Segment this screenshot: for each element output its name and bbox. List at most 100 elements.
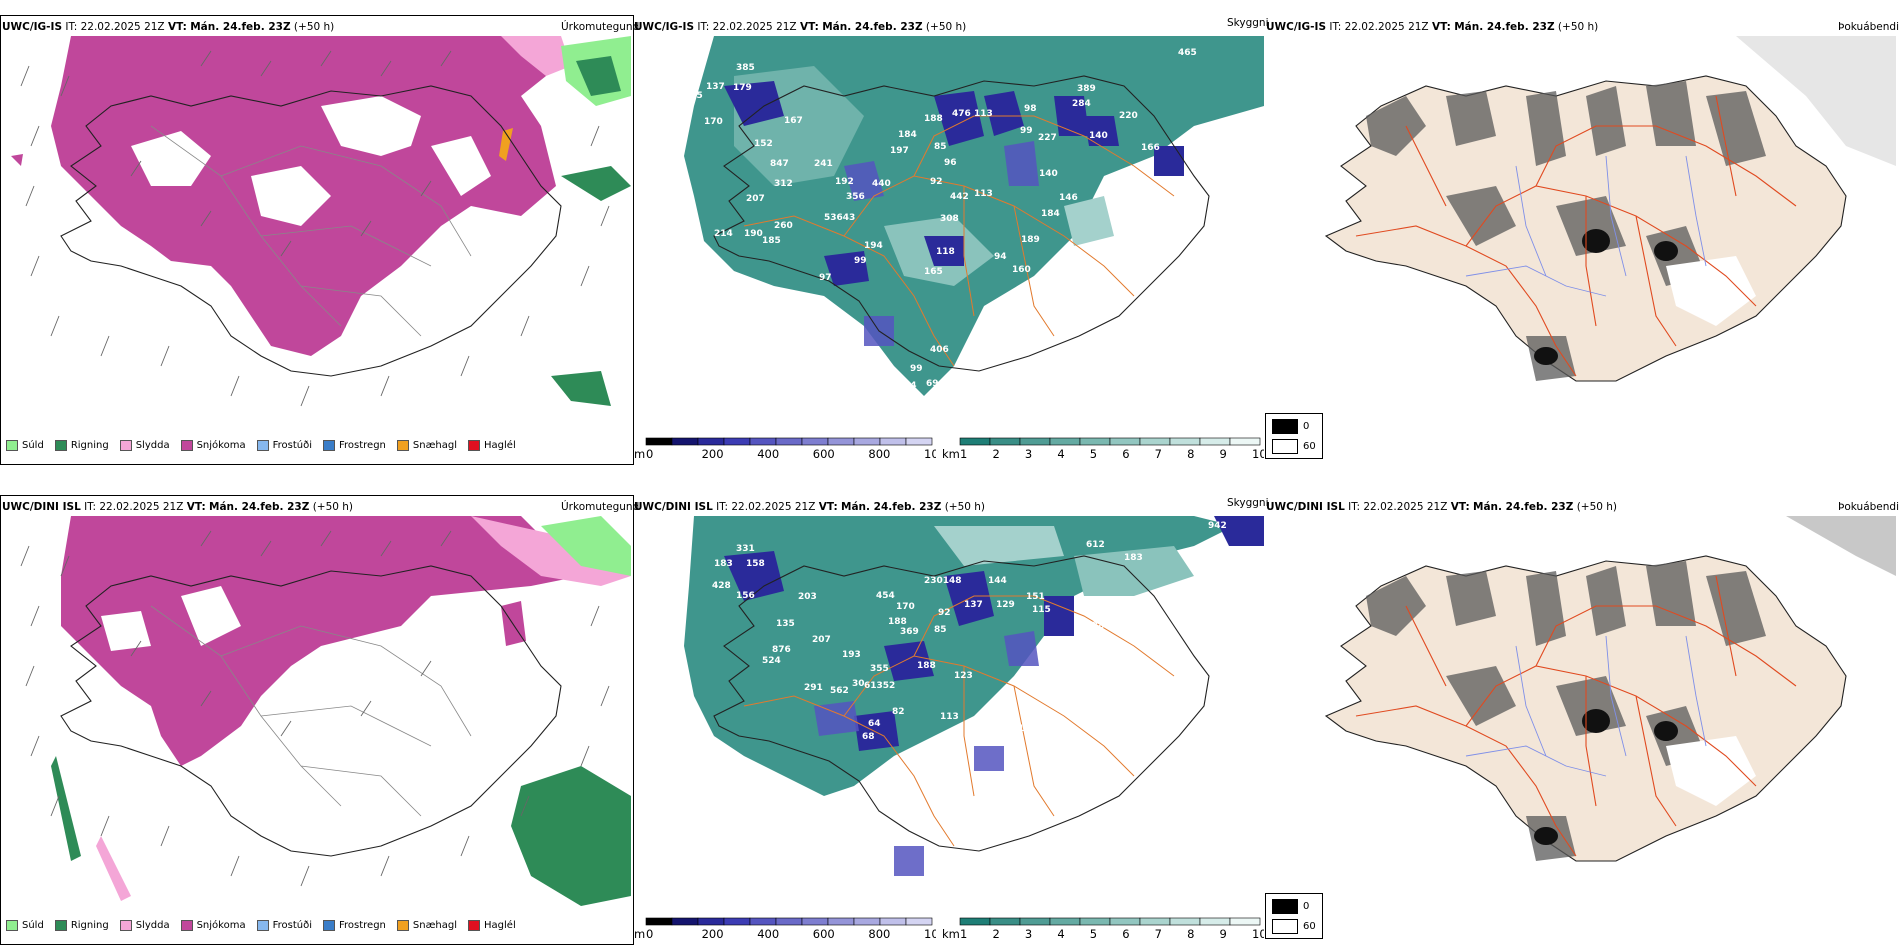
legend-item-sudl: Súld bbox=[6, 920, 44, 931]
svg-text:96: 96 bbox=[944, 158, 957, 168]
visibility-colorbar-segment bbox=[959, 917, 991, 926]
svg-text:97: 97 bbox=[819, 273, 832, 283]
legend-item-frostregn: Frostregn bbox=[323, 440, 386, 451]
svg-text:82: 82 bbox=[892, 707, 905, 717]
precip-variable-label: Úrkomutegund bbox=[561, 501, 640, 513]
visibility-colorbar-tick-label: 5 bbox=[1090, 927, 1097, 941]
drizzle-area bbox=[541, 516, 631, 576]
svg-text:942: 942 bbox=[1208, 521, 1227, 531]
svg-text:369: 369 bbox=[900, 627, 919, 637]
precip-panel bbox=[0, 15, 634, 465]
fog-legend-swatch-0 bbox=[1272, 899, 1298, 914]
svg-text:183: 183 bbox=[714, 559, 733, 569]
elevation-colorbar-tick-label: 200 bbox=[702, 447, 724, 461]
elevation-colorbar-tick-label: 400 bbox=[757, 927, 779, 941]
elevation-colorbar-tick-label: 800 bbox=[868, 447, 890, 461]
elevation-colorbar-segment bbox=[645, 917, 673, 926]
elevation-colorbar-tick-label: 600 bbox=[813, 927, 835, 941]
svg-text:847: 847 bbox=[770, 159, 789, 169]
svg-text:465: 465 bbox=[1178, 48, 1197, 58]
sleet-area bbox=[501, 36, 571, 76]
visibility-colorbar-tick-label: 10 bbox=[1252, 927, 1264, 941]
svg-text:170: 170 bbox=[704, 117, 723, 127]
coastline bbox=[60, 85, 562, 377]
visibility-colorbar-segment bbox=[1169, 437, 1201, 446]
precip-panel bbox=[0, 495, 634, 945]
svg-text:170: 170 bbox=[896, 602, 915, 612]
fog-legend-swatch-1 bbox=[1272, 919, 1298, 934]
elevation-colorbar-tick-label: 200 bbox=[702, 927, 724, 941]
svg-text:310: 310 bbox=[659, 119, 678, 129]
elevation-colorbar-segment bbox=[697, 917, 725, 926]
svg-text:152: 152 bbox=[754, 139, 773, 149]
precip-title: UWC/IG-IS IT: 22.02.2025 21Z VT: Mán. 24… bbox=[2, 21, 335, 33]
svg-text:189: 189 bbox=[1021, 235, 1040, 245]
svg-text:524: 524 bbox=[762, 656, 781, 666]
svg-text:214: 214 bbox=[714, 229, 733, 239]
svg-text:356: 356 bbox=[846, 192, 865, 202]
legend-item-rigning: Rigning bbox=[54, 440, 109, 451]
svg-text:642: 642 bbox=[1144, 251, 1163, 261]
svg-text:100: 100 bbox=[984, 714, 1003, 724]
precip-legend: Súld Rigning Slydda Snjókoma Frostúði Fr… bbox=[6, 440, 527, 451]
elevation-colorbar-tick-label: 400 bbox=[757, 447, 779, 461]
row-2: UWC/DINI ISL IT: 22.02.2025 21Z VT: Mán.… bbox=[0, 480, 1900, 950]
svg-text:190: 190 bbox=[744, 229, 763, 239]
svg-text:94: 94 bbox=[994, 252, 1007, 262]
visibility-colorbar-tick-label: 4 bbox=[1057, 447, 1064, 461]
roads bbox=[743, 115, 1175, 367]
svg-text:207: 207 bbox=[812, 635, 831, 645]
svg-text:166: 166 bbox=[1141, 143, 1160, 153]
elevation-colorbar-segment bbox=[827, 917, 855, 926]
precip-map bbox=[1, 516, 631, 916]
svg-text:203: 203 bbox=[798, 592, 817, 602]
svg-text:69: 69 bbox=[926, 379, 939, 389]
visibility-colorbar: km 1 2 3 4 5 6 7 8 9 10 bbox=[942, 437, 1264, 461]
visibility-colorbar-tick-label: 9 bbox=[1220, 927, 1227, 941]
svg-text:387: 387 bbox=[1092, 621, 1111, 631]
svg-text:227: 227 bbox=[1038, 133, 1057, 143]
fog-map bbox=[1266, 516, 1896, 916]
svg-text:179: 179 bbox=[733, 83, 752, 93]
visibility-colorbar-segment bbox=[1019, 917, 1051, 926]
svg-text:41: 41 bbox=[1114, 707, 1127, 717]
svg-text:389: 389 bbox=[1077, 84, 1096, 94]
svg-text:422: 422 bbox=[1102, 184, 1121, 194]
svg-text:140: 140 bbox=[1089, 131, 1108, 141]
visibility-colorbar-segment bbox=[1079, 437, 1111, 446]
elevation-colorbar: m0 200 400 600 800 1000 bbox=[634, 917, 936, 941]
legend-item-hagel: Haglél bbox=[468, 440, 516, 451]
precip-title: UWC/DINI ISL IT: 22.02.2025 21Z VT: Mán.… bbox=[2, 501, 354, 513]
visibility-colorbar-unit: km bbox=[942, 447, 960, 461]
fog-legend-label-0: 0 bbox=[1303, 421, 1310, 432]
svg-text:98: 98 bbox=[1024, 104, 1037, 114]
fog-legend-label-0: 0 bbox=[1303, 901, 1310, 912]
elevation-colorbar-segment bbox=[853, 437, 881, 446]
svg-text:140: 140 bbox=[1039, 169, 1058, 179]
svg-text:476: 476 bbox=[952, 109, 971, 119]
svg-text:44: 44 bbox=[904, 381, 917, 391]
elevation-colorbar-segment bbox=[775, 917, 803, 926]
legend-item-slydda: Slydda bbox=[119, 920, 170, 931]
svg-text:123: 123 bbox=[954, 671, 973, 681]
visibility-colorbar-segment bbox=[1139, 437, 1171, 446]
elevation-colorbar-segment bbox=[775, 437, 803, 446]
svg-text:215: 215 bbox=[684, 91, 703, 101]
legend-item-snjokoma: Snjókoma bbox=[180, 920, 246, 931]
elevation-colorbar-segment bbox=[879, 437, 907, 446]
svg-text:406: 406 bbox=[930, 345, 949, 355]
visibility-colorbar-tick-label: 10 bbox=[1252, 447, 1264, 461]
svg-text:312: 312 bbox=[774, 179, 793, 189]
svg-text:160: 160 bbox=[1012, 265, 1031, 275]
coastline bbox=[713, 75, 1210, 372]
svg-text:250: 250 bbox=[1052, 263, 1071, 273]
snow-area bbox=[61, 516, 581, 766]
visibility-colorbar-segment bbox=[1229, 437, 1261, 446]
fog-title: UWC/DINI ISL IT: 22.02.2025 21Z VT: Mán.… bbox=[1266, 501, 1618, 513]
svg-text:183: 183 bbox=[1124, 553, 1143, 563]
legend-item-frostudi: Frostúði bbox=[256, 920, 312, 931]
legend-item-hagel: Haglél bbox=[468, 920, 516, 931]
svg-text:220: 220 bbox=[1119, 111, 1138, 121]
